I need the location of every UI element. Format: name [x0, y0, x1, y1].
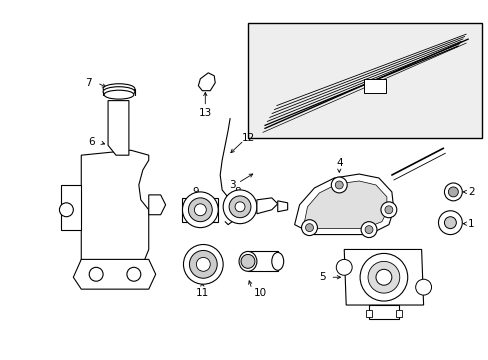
- Circle shape: [60, 203, 73, 217]
- Text: 9: 9: [192, 187, 198, 197]
- Ellipse shape: [271, 252, 283, 270]
- Polygon shape: [73, 260, 155, 289]
- Polygon shape: [148, 195, 165, 215]
- Circle shape: [438, 211, 461, 235]
- Text: 8: 8: [234, 187, 241, 197]
- Circle shape: [223, 190, 256, 224]
- Circle shape: [367, 261, 399, 293]
- Text: 6: 6: [88, 137, 94, 147]
- Circle shape: [336, 260, 351, 275]
- Bar: [395, 310, 401, 317]
- Polygon shape: [304, 181, 386, 229]
- Polygon shape: [247, 251, 277, 271]
- Circle shape: [127, 267, 141, 281]
- Circle shape: [447, 187, 457, 197]
- Circle shape: [188, 198, 212, 222]
- Bar: [364, 79, 385, 93]
- Text: 4: 4: [335, 158, 342, 168]
- Ellipse shape: [103, 87, 135, 96]
- Polygon shape: [81, 150, 148, 281]
- Polygon shape: [277, 201, 287, 212]
- Ellipse shape: [103, 84, 135, 94]
- Bar: [247, 23, 481, 138]
- Polygon shape: [198, 73, 215, 91]
- Circle shape: [444, 217, 455, 229]
- Polygon shape: [108, 100, 129, 155]
- Text: 11: 11: [195, 288, 208, 298]
- Circle shape: [235, 202, 244, 212]
- Bar: [366, 310, 371, 317]
- Circle shape: [335, 181, 343, 189]
- Ellipse shape: [239, 251, 256, 271]
- Text: 10: 10: [253, 288, 266, 298]
- Circle shape: [380, 202, 396, 218]
- Circle shape: [89, 267, 103, 281]
- Circle shape: [183, 244, 223, 284]
- Polygon shape: [256, 198, 277, 214]
- Text: 2: 2: [468, 187, 474, 197]
- Circle shape: [444, 183, 461, 201]
- Text: 5: 5: [319, 272, 325, 282]
- Polygon shape: [61, 185, 81, 230]
- Ellipse shape: [104, 90, 134, 99]
- Text: 12: 12: [241, 133, 254, 143]
- Circle shape: [189, 251, 217, 278]
- Circle shape: [301, 220, 317, 235]
- Circle shape: [360, 222, 376, 238]
- Text: 1: 1: [468, 219, 474, 229]
- Circle shape: [194, 204, 206, 216]
- Polygon shape: [344, 249, 423, 305]
- Circle shape: [359, 253, 407, 301]
- Circle shape: [384, 206, 392, 214]
- Circle shape: [196, 257, 210, 271]
- Circle shape: [229, 196, 250, 218]
- Circle shape: [375, 269, 391, 285]
- Circle shape: [305, 224, 313, 231]
- Text: 13: 13: [198, 108, 211, 117]
- Circle shape: [331, 177, 346, 193]
- Text: 3: 3: [228, 180, 235, 190]
- Bar: [368, 305, 398, 319]
- Polygon shape: [294, 174, 393, 235]
- Circle shape: [415, 279, 431, 295]
- Circle shape: [182, 192, 218, 228]
- Circle shape: [241, 255, 254, 268]
- Text: 7: 7: [85, 78, 91, 88]
- Circle shape: [365, 226, 372, 234]
